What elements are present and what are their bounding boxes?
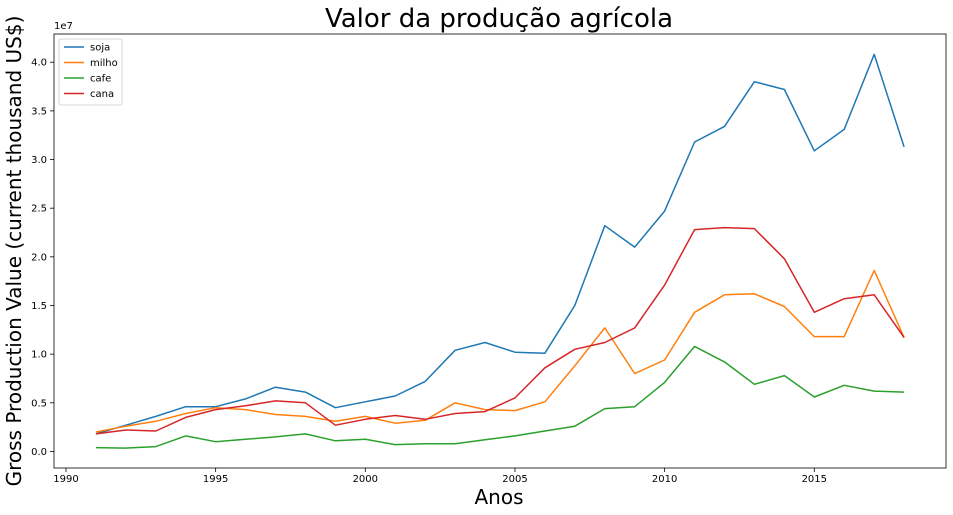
y-tick-label: 2.0 [31, 252, 47, 263]
x-axis: 1990 1995 2000 2005 2010 2015 [53, 468, 827, 485]
legend-label-milho: milho [90, 58, 118, 69]
y-tick-label: 1.5 [31, 301, 47, 312]
x-tick-label: 1995 [203, 474, 228, 485]
series-line-soja [95, 53, 905, 435]
y-tick-label: 3.5 [31, 106, 47, 117]
y-tick-label: 4.0 [31, 58, 47, 69]
series-lines [95, 53, 905, 449]
plot-frame [53, 33, 947, 469]
series-line-cafe [95, 345, 905, 449]
y-tick-label: 3.0 [31, 155, 47, 166]
legend-label-soja: soja [90, 43, 110, 54]
x-tick-label: 2000 [353, 474, 378, 485]
series-line-cana [95, 226, 905, 435]
y-tick-label: 2.5 [31, 204, 47, 215]
x-tick-label: 2015 [802, 474, 827, 485]
y-offset-label: 1e7 [54, 21, 73, 32]
y-axis: 0.0 0.5 1.0 1.5 2.0 2.5 3.0 3.5 4.0 [31, 58, 54, 458]
x-axis-label: Anos [474, 485, 523, 509]
x-tick-label: 2005 [502, 474, 527, 485]
y-tick-label: 1.0 [31, 350, 47, 361]
legend-label-cana: cana [90, 89, 114, 100]
legend-label-cafe: cafe [90, 74, 111, 85]
y-tick-label: 0.5 [31, 398, 47, 409]
x-tick-label: 1990 [53, 474, 78, 485]
y-axis-label: Gross Production Value (current thousand… [2, 16, 26, 487]
chart-title: Valor da produção agrícola [325, 4, 673, 34]
series-line-milho [95, 269, 905, 433]
x-tick-label: 2010 [652, 474, 677, 485]
legend: soja milho cafe cana [58, 38, 123, 106]
legend-box [58, 38, 123, 106]
y-tick-label: 0.0 [31, 447, 47, 458]
